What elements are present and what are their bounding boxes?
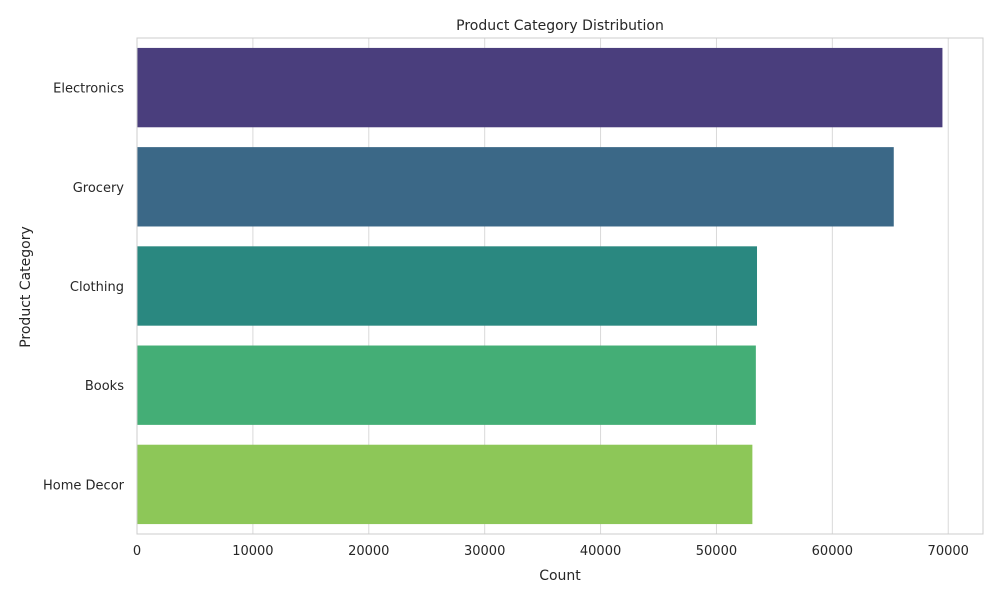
x-axis-label: Count [539, 568, 581, 584]
x-ticks: 0 10000 20000 30000 40000 50000 60000 70000 [133, 544, 969, 559]
chart-title: Product Category Distribution [456, 18, 664, 34]
x-tick-label: 10000 [232, 544, 273, 559]
y-tick-label: Grocery [73, 181, 125, 196]
x-tick-label: 50000 [696, 544, 737, 559]
bar-home-decor [137, 444, 753, 525]
bar-clothing [137, 246, 758, 326]
x-tick-label: 0 [133, 544, 141, 559]
y-tick-label: Books [85, 379, 124, 394]
x-tick-label: 70000 [928, 544, 969, 559]
x-tick-label: 30000 [464, 544, 505, 559]
bar-grocery [137, 147, 894, 227]
x-tick-label: 60000 [812, 544, 853, 559]
y-ticks: Electronics Grocery Clothing Books Home Deco… [43, 82, 125, 494]
y-tick-label: Clothing [70, 280, 124, 295]
y-axis-label: Product Category [18, 226, 34, 348]
bar-books [137, 345, 756, 425]
plot-frame [136, 37, 984, 535]
x-tick-label: 40000 [580, 544, 621, 559]
y-tick-label: Home Decor [43, 478, 125, 493]
y-tick-label: Electronics [53, 82, 124, 97]
x-tick-label: 20000 [348, 544, 389, 559]
bars [137, 47, 943, 525]
bar-electronics [137, 47, 943, 128]
